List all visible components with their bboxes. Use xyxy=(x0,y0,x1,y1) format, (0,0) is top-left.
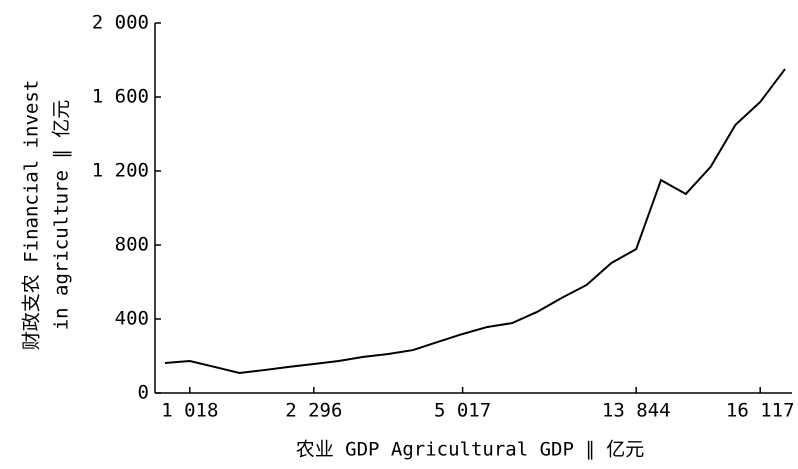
x-tick-label: 13 844 xyxy=(602,400,671,422)
x-tick-label: 5 017 xyxy=(434,400,491,422)
y-tick-label: 400 xyxy=(115,308,149,330)
x-tick-label: 16 117 xyxy=(726,400,795,422)
x-axis-title: 农业 GDP Agricultural GDP ∥ 亿元 xyxy=(296,439,645,461)
y-tick-label: 2 000 xyxy=(92,12,149,34)
y-tick-label: 800 xyxy=(115,234,149,256)
line xyxy=(164,68,786,375)
y-tick-label: 0 xyxy=(138,382,149,404)
y-tick-label: 1 200 xyxy=(92,160,149,182)
y-tick-label: 1 600 xyxy=(92,86,149,108)
x-tick-label: 1 018 xyxy=(161,400,218,422)
x-tick-label: 2 296 xyxy=(285,400,342,422)
y-axis-title: 财政支农 Financial invest xyxy=(21,80,43,350)
y-axis-title: in agriculture ∥ 亿元 xyxy=(51,100,73,331)
